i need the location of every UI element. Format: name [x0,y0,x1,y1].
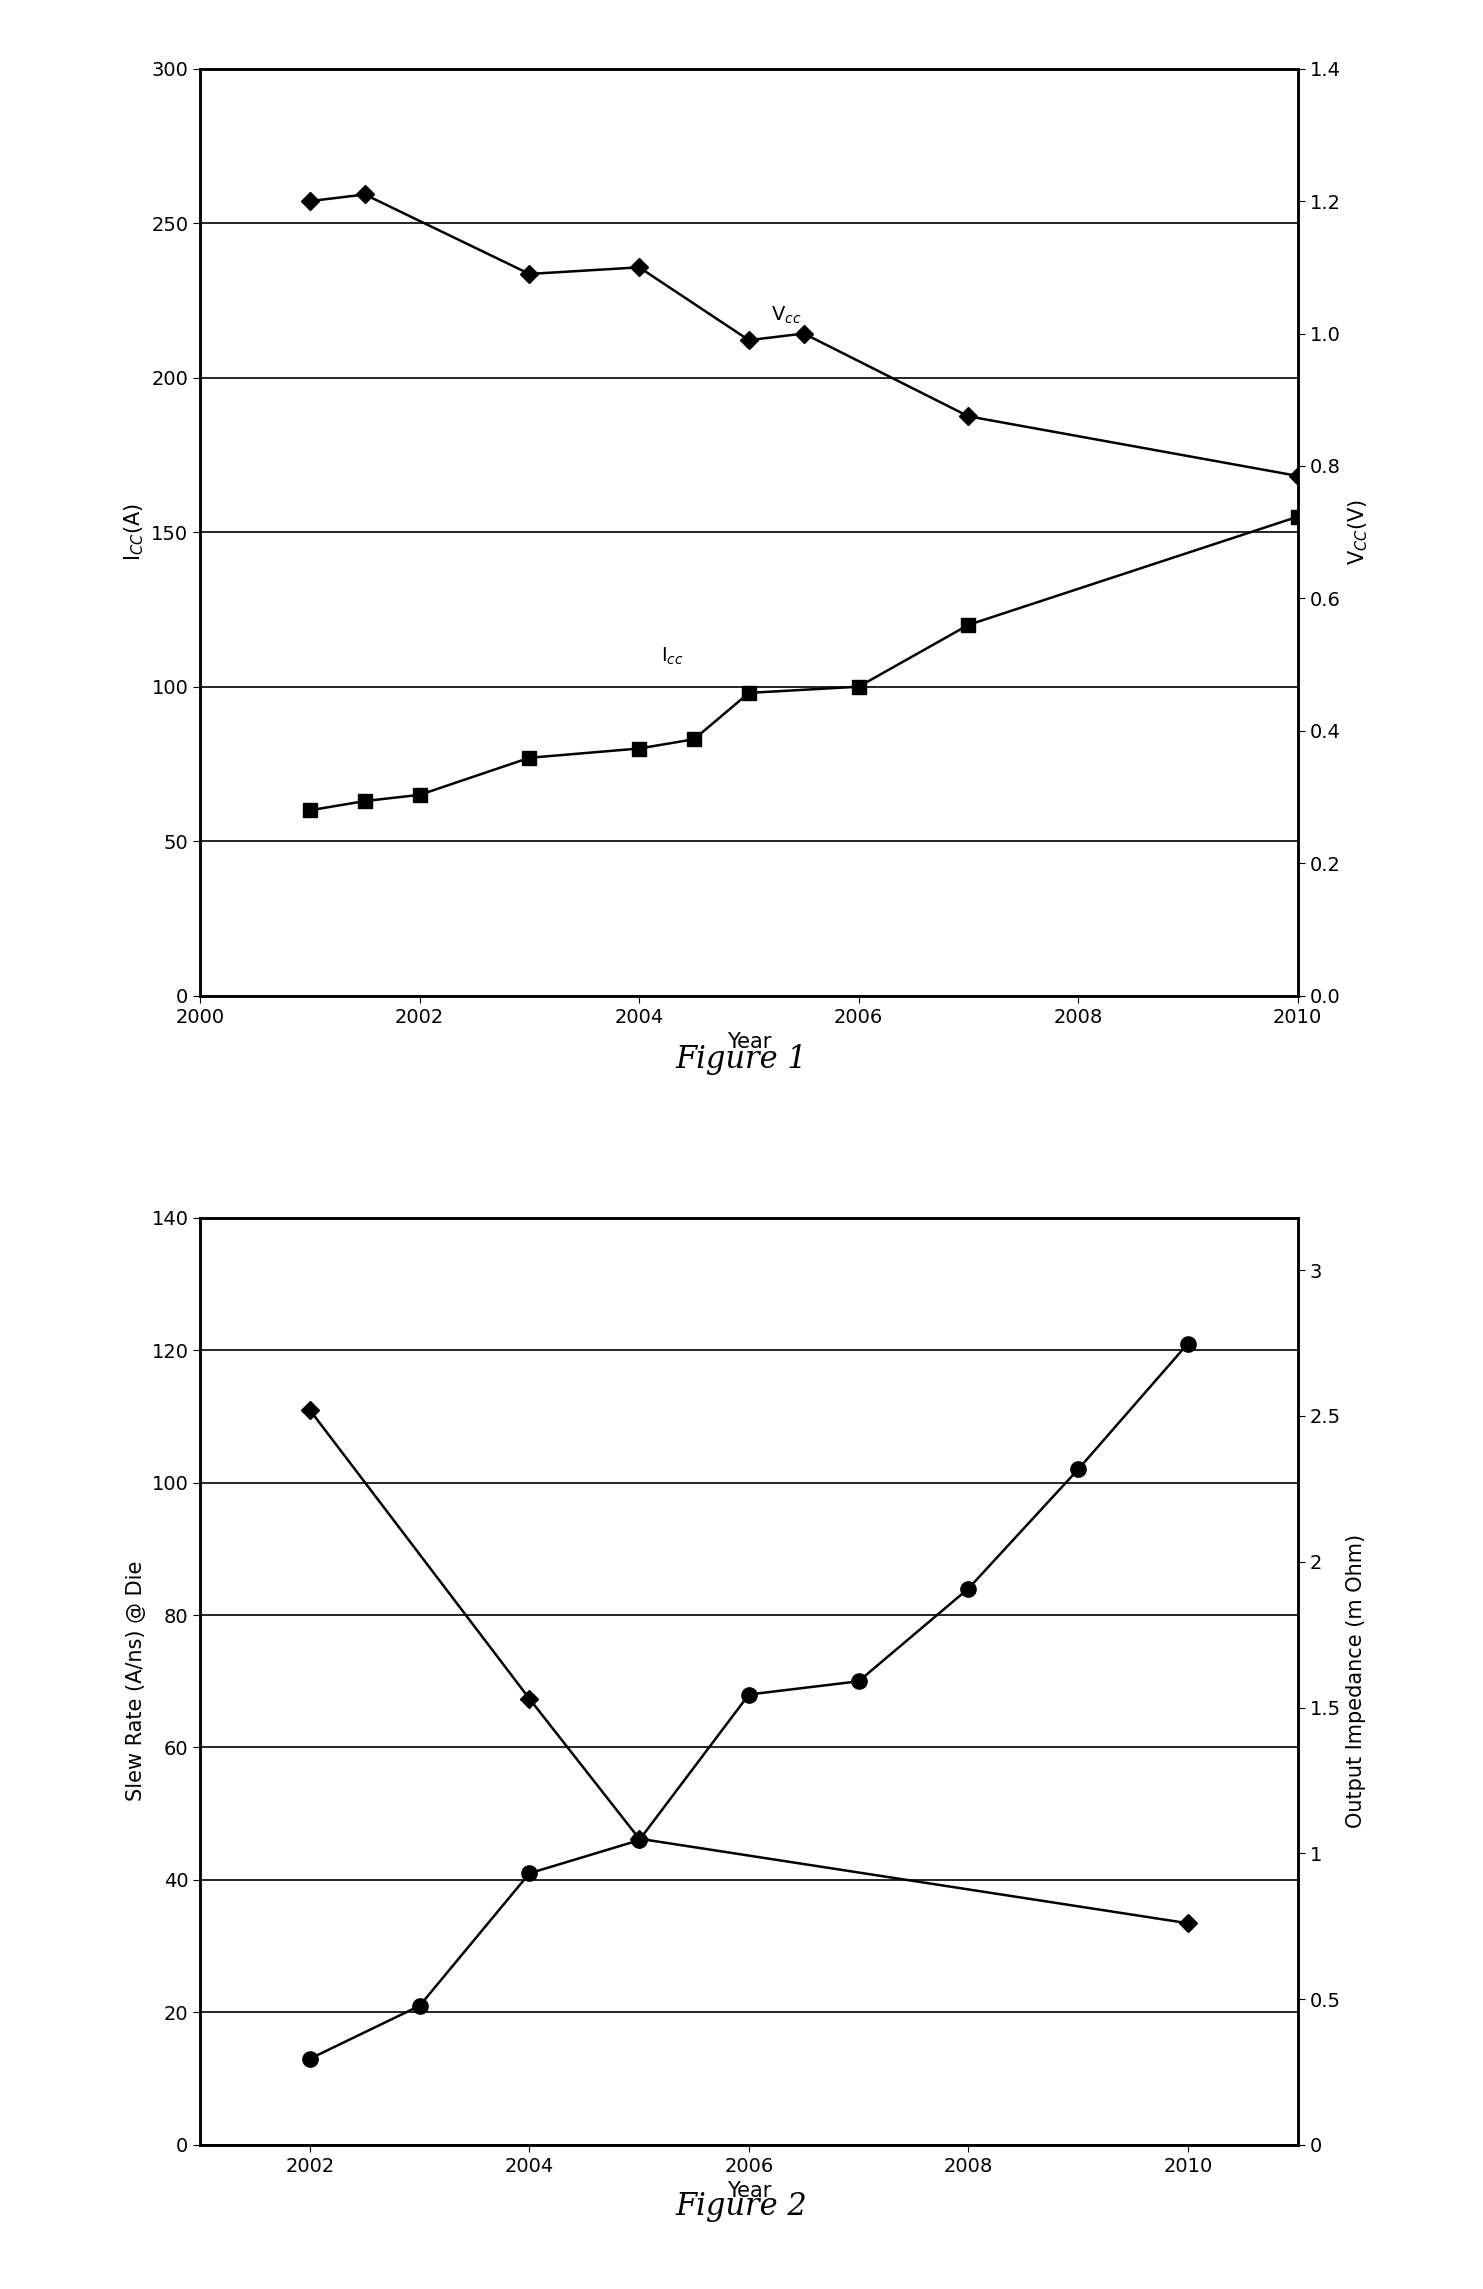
Y-axis label: V$_{CC}$(V): V$_{CC}$(V) [1347,499,1370,565]
Text: V$_{cc}$: V$_{cc}$ [771,304,801,325]
Text: Figure 1: Figure 1 [676,1044,807,1076]
Y-axis label: Output Impedance (m Ohm): Output Impedance (m Ohm) [1347,1534,1366,1829]
Text: Figure 2: Figure 2 [676,2191,807,2223]
Text: I$_{cc}$: I$_{cc}$ [661,645,684,668]
X-axis label: Year: Year [727,1032,771,1053]
X-axis label: Year: Year [727,2181,771,2202]
Y-axis label: Slew Rate (A/ns) @ Die: Slew Rate (A/ns) @ Die [126,1561,145,1801]
Y-axis label: I$_{CC}$(A): I$_{CC}$(A) [122,504,145,561]
